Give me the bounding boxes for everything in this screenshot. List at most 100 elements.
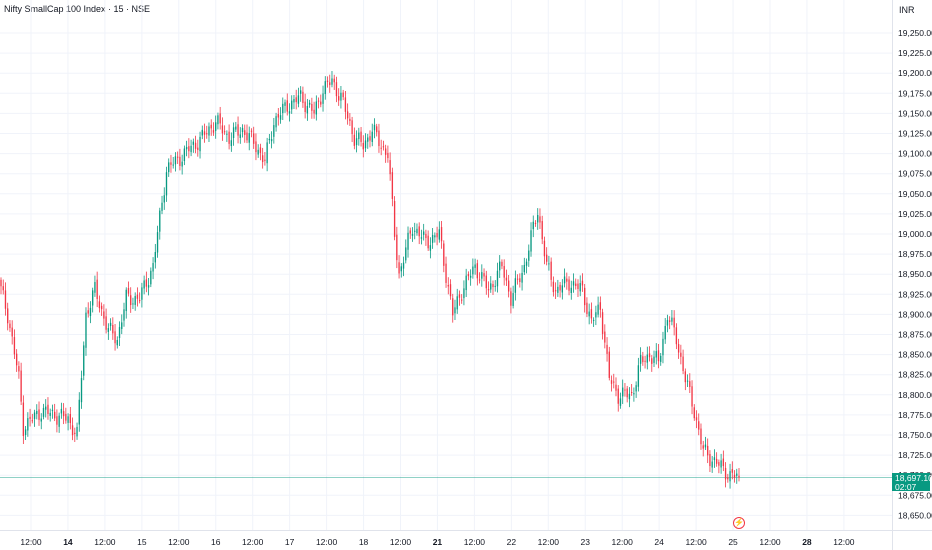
candle (268, 133, 271, 144)
candle (729, 463, 731, 489)
candle (695, 410, 698, 429)
candle (80, 370, 83, 409)
candle (454, 299, 456, 321)
candle-body (36, 410, 38, 414)
candle-body (74, 432, 76, 435)
price-tick-label: 18,950.00 (898, 269, 932, 279)
candle (235, 121, 237, 133)
last-price-badge: 18,697.10 02:07 (892, 473, 932, 492)
candle-body (510, 291, 512, 306)
candle (666, 314, 669, 333)
candle (241, 124, 244, 138)
candle (264, 151, 266, 166)
price-tick-label: 19,050.00 (898, 189, 932, 199)
candle-body (333, 78, 335, 83)
candle (136, 287, 139, 307)
candle (481, 264, 483, 287)
candle (373, 118, 376, 139)
candle-body (733, 474, 736, 478)
candle-body (369, 136, 371, 141)
candle-body (693, 407, 695, 419)
candle (398, 255, 400, 279)
candle-body (241, 127, 244, 133)
candle (13, 329, 16, 360)
candle-body (492, 284, 494, 288)
candle-body (143, 280, 145, 289)
candle-body (516, 278, 519, 280)
candle (680, 344, 682, 365)
candle-body (163, 195, 165, 203)
candle-body (329, 82, 331, 86)
candle (62, 403, 65, 425)
candle (22, 395, 25, 445)
candle-body (543, 240, 546, 257)
candle-body (159, 210, 161, 232)
candle (566, 272, 568, 290)
candle (722, 450, 725, 472)
candle-body (152, 263, 154, 272)
candle-body (313, 109, 315, 114)
candle (315, 95, 317, 121)
candle (360, 126, 362, 147)
candle (65, 407, 67, 424)
candle (532, 215, 534, 238)
time-tick-label: 16 (211, 537, 221, 547)
candle-body (60, 408, 63, 414)
candle (29, 408, 31, 427)
candle-body (320, 101, 322, 105)
candle (619, 392, 622, 409)
candle (736, 468, 738, 484)
candle-body (349, 118, 351, 121)
candle (286, 93, 288, 116)
candle-body (275, 116, 277, 128)
candle (206, 125, 208, 139)
price-axis[interactable]: 19,250.00 19,225.00 19,200.00 19,175.00 19,1… (898, 28, 932, 520)
candle-body (291, 100, 293, 110)
candle (257, 144, 259, 158)
candle (320, 94, 322, 108)
candle (24, 426, 27, 440)
currency-label[interactable]: INR (899, 5, 915, 15)
candle (510, 287, 512, 314)
candle (288, 103, 291, 122)
candle (718, 459, 720, 474)
price-tick-label: 18,675.00 (898, 490, 932, 500)
candle (414, 222, 416, 240)
candle (217, 112, 219, 130)
candle-body (54, 411, 56, 419)
candle (548, 255, 550, 271)
candle (662, 331, 664, 364)
candle (98, 295, 101, 313)
candle-body (154, 252, 156, 263)
candle-body (566, 278, 568, 282)
candle-body (400, 266, 402, 272)
time-tick-label: 24 (654, 537, 664, 547)
candle (266, 137, 268, 172)
time-axis[interactable]: 12:00 14 12:00 15 12:00 16 12:00 17 12:00 18 12:00… (20, 537, 854, 547)
candle (423, 223, 425, 241)
candle (188, 138, 190, 159)
candle (644, 355, 646, 369)
lightning-icon[interactable]: ⚡ (733, 517, 745, 529)
candle (27, 412, 29, 437)
candle (393, 196, 396, 241)
candle (570, 280, 572, 300)
candle-body (69, 414, 71, 424)
candle-body (165, 172, 168, 196)
candle (387, 145, 389, 163)
candle-body (324, 81, 326, 95)
candle (121, 314, 123, 335)
candle (396, 226, 398, 269)
candle-body (378, 130, 380, 147)
candle (76, 422, 78, 440)
candle-body (223, 131, 226, 133)
candle (114, 323, 116, 351)
candle-body (266, 142, 268, 164)
candles-layer (0, 71, 740, 489)
price-tick-label: 18,925.00 (898, 289, 932, 299)
candle (606, 337, 608, 362)
candle-body (237, 124, 239, 136)
candle-body (56, 416, 58, 425)
candle (561, 279, 563, 300)
